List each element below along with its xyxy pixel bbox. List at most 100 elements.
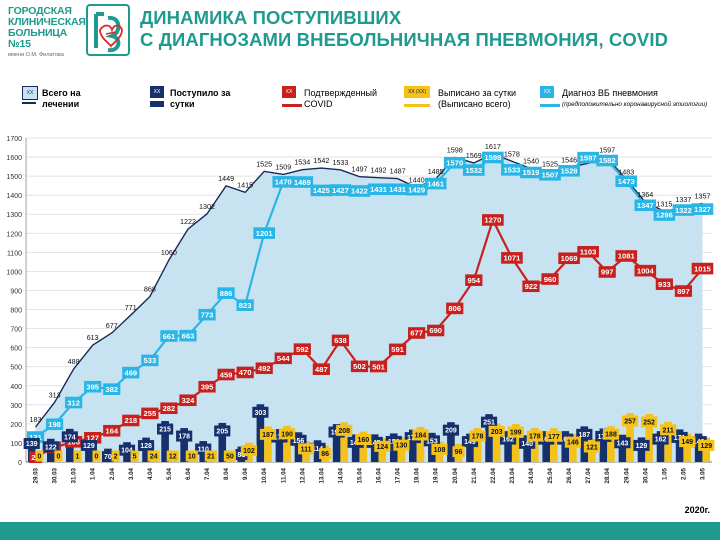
covid-value-label: 1004 xyxy=(637,266,655,275)
x-tick-label: 9.04 xyxy=(242,467,249,480)
x-tick-label: 2.04 xyxy=(109,467,116,480)
discharged-value-label-bg xyxy=(660,424,677,436)
pneumonia-value-label-bg xyxy=(179,329,197,342)
pneumonia-value-label-bg xyxy=(634,199,657,212)
covid-value-label-bg xyxy=(577,245,599,258)
x-tick-label: 20.04 xyxy=(452,467,459,483)
discharged-bar xyxy=(492,423,501,462)
covid-value-label: 1071 xyxy=(503,254,521,263)
pneumonia-value-label-bg xyxy=(84,380,102,393)
covid-value-label-bg xyxy=(558,252,580,265)
x-tick-label: 26.04 xyxy=(566,467,573,483)
discharged-value-label: 24 xyxy=(150,454,158,461)
admitted-value-label: 174 xyxy=(64,434,76,441)
admitted-value-label: 104 xyxy=(121,448,133,455)
discharged-value-label-bg xyxy=(641,416,658,428)
pneumonia-value-label: 1427 xyxy=(332,186,349,195)
y-tick-label: 1700 xyxy=(6,136,22,143)
covid-value-label-bg xyxy=(446,302,464,315)
pneumonia-value-label-bg xyxy=(615,175,638,188)
covid-value-label-bg xyxy=(179,394,197,407)
total-value-label: 1542 xyxy=(313,156,329,165)
admitted-value-label: 209 xyxy=(445,428,457,435)
covid-value-label-bg xyxy=(293,343,311,355)
covid-value-label-bg xyxy=(312,363,330,375)
admitted-bar xyxy=(542,431,551,462)
discharged-value-label-bg xyxy=(336,424,353,436)
pneumonia-value-label: 1425 xyxy=(313,186,331,195)
y-tick-label: 1300 xyxy=(6,212,22,219)
pneumonia-value-label-bg xyxy=(520,166,542,179)
legend-discharged-label-2: (Выписано всего) xyxy=(438,99,511,109)
pneumonia-value-label-bg xyxy=(386,183,409,196)
admitted-bar xyxy=(218,422,227,462)
legend-discharged-label-1: Выписано за сутки xyxy=(438,88,517,98)
admitted-value-label: 205 xyxy=(216,428,228,435)
admitted-value-label-bg xyxy=(442,424,460,436)
discharged-value-label-bg xyxy=(240,445,258,457)
discharged-value-label: 160 xyxy=(357,437,369,444)
x-tick-label: 10.04 xyxy=(261,467,268,483)
discharged-value-label-bg xyxy=(278,428,296,440)
total-value-label: 1533 xyxy=(332,158,348,167)
x-tick-label: 12.04 xyxy=(299,467,306,483)
covid-value-label: 1069 xyxy=(561,254,578,263)
discharged-value-label-bg xyxy=(298,443,315,455)
x-tick-label: 31.03 xyxy=(71,467,78,483)
total-value-label: 1415 xyxy=(237,180,253,189)
admitted-value-label: 110 xyxy=(198,447,209,454)
pneumonia-value-label-bg xyxy=(558,164,580,177)
covid-value-label: 1081 xyxy=(618,252,636,261)
admitted-value-label: 114 xyxy=(312,446,323,453)
x-tick-label: 28.04 xyxy=(604,467,611,483)
admitted-value-label: 129 xyxy=(636,443,648,450)
admitted-value-label: 129 xyxy=(83,443,95,450)
y-tick-label: 1200 xyxy=(6,231,22,238)
pneumonia-value-label: 663 xyxy=(182,331,195,340)
hospital-emblem-icon xyxy=(86,4,130,56)
pneumonia-value-label-bg xyxy=(443,156,466,169)
admitted-value-label-bg xyxy=(652,433,669,445)
discharged-value-label: 190 xyxy=(281,431,293,438)
discharged-value-label-bg xyxy=(166,450,179,462)
discharged-value-label: 0 xyxy=(37,454,41,461)
discharged-bar xyxy=(550,428,558,462)
x-tick-label: 16.04 xyxy=(376,467,383,483)
x-tick-label: 11.04 xyxy=(280,467,287,483)
x-tick-label: 27.04 xyxy=(585,467,592,483)
pneumonia-value-label-bg xyxy=(253,227,276,239)
discharged-bar xyxy=(569,434,577,462)
pneumonia-value-label-bg xyxy=(405,183,428,196)
pneumonia-value-label: 1461 xyxy=(427,179,445,188)
x-tick-label: 14.04 xyxy=(337,467,344,483)
total-value-label: 1569 xyxy=(466,151,482,160)
discharged-value-label-bg xyxy=(319,448,332,460)
total-value-label: 1546 xyxy=(561,155,577,164)
x-tick-label: 6.04 xyxy=(185,467,192,480)
total-value-label: 1302 xyxy=(199,202,215,211)
legend-pneumonia-swatch: XX xyxy=(540,86,554,98)
discharged-value-label: 208 xyxy=(338,428,350,435)
admitted-value-label-bg xyxy=(195,443,212,455)
covid-value-label: 997 xyxy=(601,268,614,277)
pneumonia-value-label-bg xyxy=(577,151,599,164)
total-value-label: 1492 xyxy=(371,166,387,175)
covid-value-label: 1015 xyxy=(694,264,712,273)
chart-legend: XX Всего на лечении XX Поступило за сутк… xyxy=(0,86,720,120)
discharged-value-label-bg xyxy=(130,450,139,462)
covid-value-label: 470 xyxy=(239,368,252,377)
discharged-value-label-bg xyxy=(564,436,581,448)
covid-value-label-bg xyxy=(598,266,616,278)
admitted-value-label-bg xyxy=(61,431,78,443)
discharged-value-label: 5 xyxy=(133,454,137,461)
pneumonia-value-label: 1422 xyxy=(351,187,368,196)
covid-value-label-bg xyxy=(408,327,426,339)
covid-value-label-bg xyxy=(274,352,292,365)
discharged-value-label-bg xyxy=(583,441,601,453)
discharged-value-label-bg xyxy=(35,450,44,462)
covid-value-label: 1270 xyxy=(484,216,501,225)
y-tick-label: 0 xyxy=(18,460,22,467)
legend-covid-swatch: XX xyxy=(282,86,296,98)
covid-value-label-bg xyxy=(634,264,657,277)
